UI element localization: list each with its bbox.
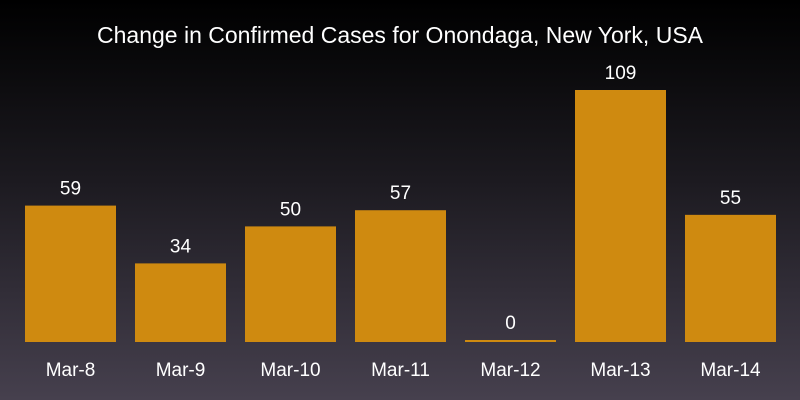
value-label-mar-12: 0 <box>505 313 516 334</box>
bar-mar-8 <box>25 205 116 342</box>
x-tick-labels-group: Mar-8 Mar-9 Mar-10 Mar-11 Mar-12 Mar-13 Mar-14 <box>46 360 761 381</box>
value-label-mar-14: 55 <box>720 188 741 209</box>
bar-mar-11 <box>355 210 446 342</box>
chart-title: Change in Confirmed Cases for Onondaga, … <box>97 22 704 48</box>
value-label-mar-10: 50 <box>280 199 301 220</box>
x-tick-label-mar-14: Mar-14 <box>700 360 761 381</box>
bar-mar-13 <box>575 90 666 342</box>
bars-group <box>25 90 776 342</box>
x-tick-label-mar-8: Mar-8 <box>46 360 96 381</box>
bar-mar-10 <box>245 226 336 342</box>
value-label-mar-13: 109 <box>605 63 637 84</box>
x-tick-label-mar-13: Mar-13 <box>590 360 650 381</box>
value-labels-group: 59 34 50 57 0 109 55 <box>60 63 741 334</box>
x-tick-label-mar-9: Mar-9 <box>156 360 206 381</box>
bar-mar-12 <box>465 340 556 342</box>
value-label-mar-11: 57 <box>390 183 411 204</box>
x-tick-label-mar-10: Mar-10 <box>260 360 320 381</box>
bar-mar-14 <box>685 214 776 342</box>
value-label-mar-9: 34 <box>170 236 192 257</box>
bar-mar-9 <box>135 263 226 342</box>
x-tick-label-mar-11: Mar-11 <box>371 360 430 381</box>
value-label-mar-8: 59 <box>60 179 81 200</box>
x-tick-label-mar-12: Mar-12 <box>480 360 540 381</box>
